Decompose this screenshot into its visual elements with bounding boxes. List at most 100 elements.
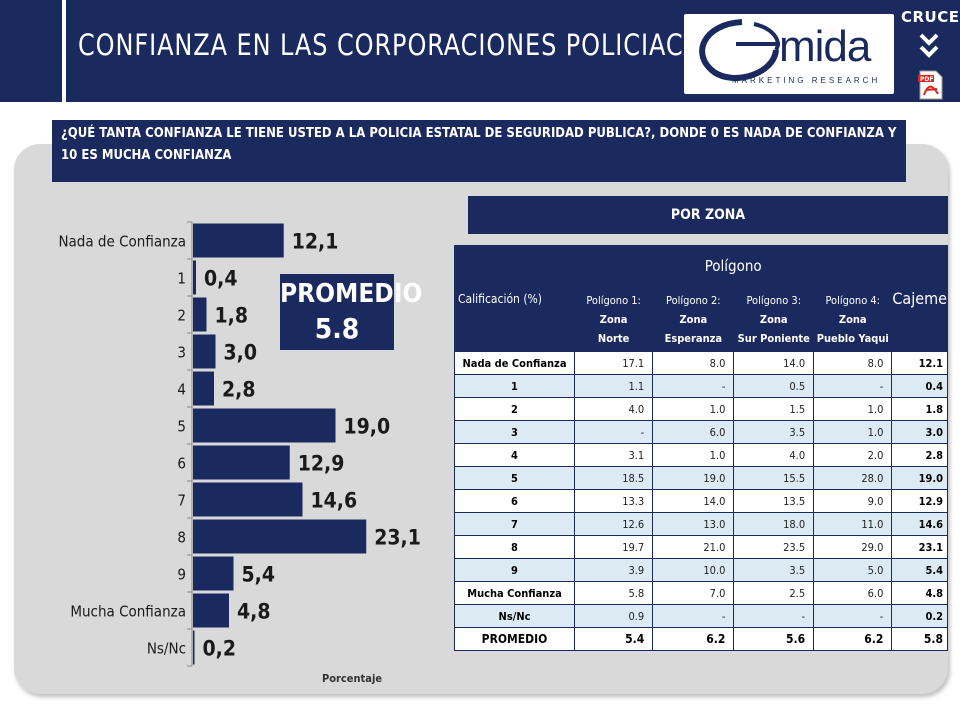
pdf-icon[interactable]: PDF xyxy=(918,70,944,100)
bar-value-label: 4,8 xyxy=(237,600,270,624)
category-label: 1 xyxy=(177,270,186,288)
bar-value-label: 19,0 xyxy=(344,415,391,439)
table-cell: 5.6 xyxy=(733,627,815,651)
zone-column-prefix: Polígono 3: xyxy=(746,293,802,307)
zone-column-header: Polígono 2: Zona Esperanza xyxy=(652,286,735,352)
zone-header: POR ZONA xyxy=(468,196,948,234)
cajeme-cell: 12.1 xyxy=(891,351,948,375)
table-cell: 10.0 xyxy=(652,558,735,582)
top-banner: CONFIANZA EN LAS CORPORACIONES POLICIACA… xyxy=(0,0,960,102)
row-label: Ns/Nc xyxy=(454,604,575,628)
category-label: Ns/Nc xyxy=(147,640,186,658)
logo-wordmark: mida xyxy=(779,22,871,71)
row-label: 9 xyxy=(454,558,575,582)
zone-column-prefix: Polígono 4: xyxy=(825,293,881,307)
zone-column-name: Pueblo Yaqui xyxy=(816,331,889,345)
poligono-header: Polígono xyxy=(573,245,893,287)
zone-column-header: Polígono 3: Zona Sur Poniente xyxy=(733,286,815,352)
cajeme-cell: 1.8 xyxy=(891,397,948,421)
cajeme-cell: 2.8 xyxy=(891,443,948,467)
table-cell: 13.3 xyxy=(573,489,654,513)
row-label: 8 xyxy=(454,535,575,559)
cajeme-cell: 23.1 xyxy=(891,535,948,559)
bar-value-label: 0,2 xyxy=(203,637,236,661)
category-label: 6 xyxy=(177,455,186,473)
promedio-label: PROMEDIO xyxy=(280,279,423,309)
bar xyxy=(193,223,284,258)
bar xyxy=(193,297,207,332)
table-cell: 7.0 xyxy=(652,581,735,605)
table-cell: 3.9 xyxy=(573,558,654,582)
table-cell: 13.5 xyxy=(733,489,815,513)
table-cell: 23.5 xyxy=(733,535,815,559)
cajeme-cell: 14.6 xyxy=(891,512,948,536)
table-row: 6 13.3 14.0 13.5 9.0 12.9 xyxy=(454,489,948,513)
table-cell: 8.0 xyxy=(652,351,735,375)
table-cell: - xyxy=(733,604,815,628)
table-row: 4 3.1 1.0 4.0 2.0 2.8 xyxy=(454,443,948,467)
table-cell: 2.0 xyxy=(813,443,893,467)
zone-column-name: Esperanza xyxy=(664,331,723,345)
category-label: 5 xyxy=(177,418,186,436)
row-label: 7 xyxy=(454,512,575,536)
cajeme-header: Cajeme xyxy=(891,245,948,352)
cruces-link[interactable]: CRUCES xyxy=(901,8,960,26)
table-cell: 6.0 xyxy=(813,581,893,605)
table-cell: 3.5 xyxy=(733,420,815,444)
category-label: 4 xyxy=(177,381,186,399)
table-cell: 2.5 xyxy=(733,581,815,605)
table-row: Mucha Confianza 5.8 7.0 2.5 6.0 4.8 xyxy=(454,581,948,605)
bar xyxy=(193,334,216,369)
zone-column-name: Norte xyxy=(597,331,630,345)
cajeme-cell: 0.2 xyxy=(891,604,948,628)
table-cell: 4.0 xyxy=(733,443,815,467)
zone-column-name: Sur Poniente xyxy=(737,331,810,345)
category-label: 8 xyxy=(177,529,186,547)
table-cell: 29.0 xyxy=(813,535,893,559)
row-label: 5 xyxy=(454,466,575,490)
table-row: 2 4.0 1.0 1.5 1.0 1.8 xyxy=(454,397,948,421)
table-cell: 21.0 xyxy=(652,535,735,559)
logo-swoosh-icon xyxy=(699,19,780,81)
cajeme-cell: 3.0 xyxy=(891,420,948,444)
zone-column-word: Zona xyxy=(759,312,788,326)
zone-table: Calificación (%) Polígono Cajeme Polígon… xyxy=(454,245,948,651)
table-cell: 3.5 xyxy=(733,558,815,582)
table-cell: 1.0 xyxy=(652,397,735,421)
double-chevron-down-icon[interactable] xyxy=(918,32,940,62)
promedio-box: PROMEDIO 5.8 xyxy=(280,274,423,350)
table-cell: 5.8 xyxy=(573,581,654,605)
banner-title-band xyxy=(66,0,666,102)
logo-tagline: MARKETING RESEARCH xyxy=(732,76,881,85)
bar xyxy=(193,593,229,628)
category-label: 2 xyxy=(177,307,186,325)
table-cell: - xyxy=(813,374,893,398)
pdf-icon-label: PDF xyxy=(920,76,933,83)
table-cell: 14.0 xyxy=(733,351,815,375)
table-cell: 14.0 xyxy=(652,489,735,513)
bar xyxy=(193,408,336,443)
bar-value-label: 2,8 xyxy=(222,378,255,402)
table-cell: - xyxy=(652,374,735,398)
bar xyxy=(193,630,195,665)
bar-value-label: 1,8 xyxy=(215,304,248,328)
row-label: 3 xyxy=(454,420,575,444)
bar-value-label: 14,6 xyxy=(311,489,358,513)
row-label: 2 xyxy=(454,397,575,421)
table-cell: 3.1 xyxy=(573,443,654,467)
row-label: 1 xyxy=(454,374,575,398)
cajeme-cell: 5.8 xyxy=(891,627,948,651)
table-cell: 1.0 xyxy=(652,443,735,467)
cajeme-cell: 5.4 xyxy=(891,558,948,582)
cajeme-cell: 0.4 xyxy=(891,374,948,398)
bar-value-label: 3,0 xyxy=(224,341,257,365)
table-cell: 5.4 xyxy=(573,627,654,651)
table-row: 5 18.5 19.0 15.5 28.0 19.0 xyxy=(454,466,948,490)
table-row: Ns/Nc 0.9- - -0.2 xyxy=(454,604,948,628)
zone-column-header: Polígono 1: Zona Norte xyxy=(573,286,654,352)
zone-column-header: Polígono 4: Zona Pueblo Yaqui xyxy=(813,286,893,352)
bar-value-label: 23,1 xyxy=(374,526,421,550)
table-cell: 5.0 xyxy=(813,558,893,582)
omida-logo: mida MARKETING RESEARCH xyxy=(684,14,894,94)
table-cell: 17.1 xyxy=(573,351,654,375)
